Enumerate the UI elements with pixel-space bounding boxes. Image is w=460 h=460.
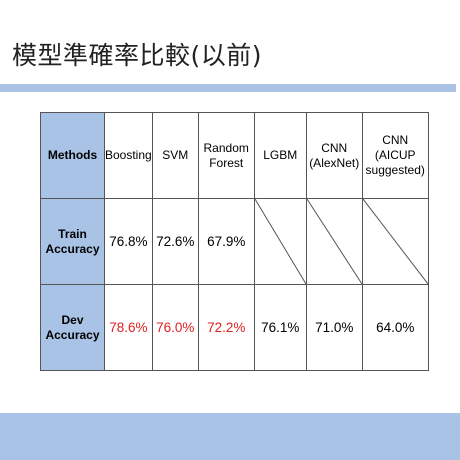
- data-cell: 67.9%: [197, 198, 255, 285]
- data-cell: 72.6%: [151, 198, 199, 285]
- table-row: Dev Accuracy 78.6% 76.0% 72.2% 76.1% 71.0…: [40, 284, 429, 371]
- column-header-label: SVM: [162, 148, 189, 162]
- empty-diagonal-cell: [253, 198, 307, 285]
- column-header: Boosting: [104, 112, 153, 199]
- column-header-label: (AICUP: [374, 148, 416, 162]
- column-header-label: LGBM: [263, 148, 298, 162]
- column-header-label: CNN: [321, 140, 348, 155]
- column-header: CNN (AlexNet): [305, 112, 363, 199]
- column-header-label: Forest: [209, 155, 244, 170]
- row-header-train-accuracy: Train Accuracy: [40, 198, 105, 285]
- column-header-label: Random: [203, 140, 249, 155]
- data-cell: 64.0%: [361, 284, 429, 371]
- column-header: CNN (AICUP suggested): [361, 112, 429, 199]
- table-header-row: Methods Boosting SVM Random Forest LGBM C…: [40, 112, 429, 199]
- data-cell: 71.0%: [305, 284, 363, 371]
- data-cell: 76.0%: [151, 284, 199, 371]
- table-row: Train Accuracy 76.8% 72.6% 67.9%: [40, 198, 429, 285]
- empty-diagonal-cell: [305, 198, 363, 285]
- column-header: LGBM: [253, 112, 307, 199]
- comparison-table: Methods Boosting SVM Random Forest LGBM C…: [40, 112, 429, 371]
- diagonal-slash: [307, 199, 362, 284]
- column-header-label: Boosting: [105, 148, 152, 162]
- column-header-label: CNN: [382, 133, 409, 147]
- column-header-label: (AlexNet): [309, 155, 360, 170]
- data-cell: 72.2%: [197, 284, 255, 371]
- slide-title: 模型準確率比較(以前): [12, 41, 263, 70]
- title-underline-bar: [0, 84, 456, 92]
- row-header-dev-accuracy: Dev Accuracy: [40, 284, 105, 371]
- row-header-label: Train: [58, 226, 87, 241]
- methods-header-cell: Methods: [40, 112, 105, 199]
- data-cell: 76.1%: [253, 284, 307, 371]
- column-header: SVM: [151, 112, 199, 199]
- diagonal-slash: [363, 199, 428, 284]
- row-header-label: Accuracy: [45, 327, 100, 342]
- column-header: Random Forest: [197, 112, 255, 199]
- row-header-label: Dev: [61, 312, 84, 327]
- row-header-label: Accuracy: [45, 241, 100, 256]
- data-cell: 76.8%: [104, 198, 153, 285]
- empty-diagonal-cell: [361, 198, 429, 285]
- column-header-label: suggested): [365, 163, 425, 177]
- data-cell: 78.6%: [104, 284, 153, 371]
- diagonal-slash: [255, 199, 306, 284]
- footer-band: [0, 413, 460, 460]
